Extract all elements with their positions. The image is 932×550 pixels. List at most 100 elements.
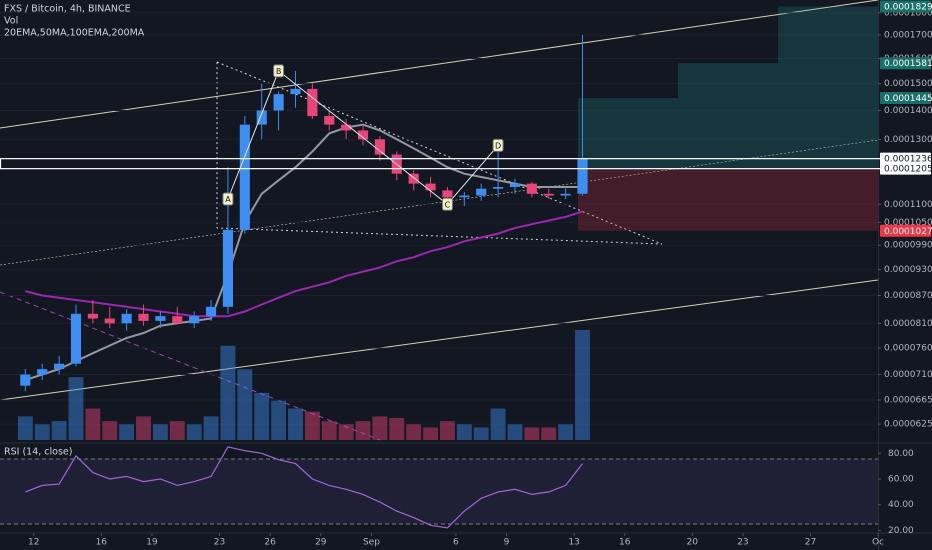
volume-bar	[575, 330, 590, 440]
volume-bar	[68, 377, 84, 440]
rsi-tick-label: 20.00	[888, 526, 914, 536]
pattern-point	[273, 64, 285, 78]
price-tag	[880, 152, 931, 165]
candle-body	[70, 313, 82, 364]
volume-bar	[423, 427, 438, 440]
rsi-tick-label: 80.00	[888, 449, 914, 459]
main-pane: A B C D	[0, 0, 878, 441]
volume-bar	[372, 416, 388, 440]
volume-bar	[389, 418, 405, 440]
price-tag	[880, 57, 931, 70]
price-tag	[880, 0, 931, 13]
x-tick-label: 23	[737, 538, 748, 548]
channel-bottom	[0, 279, 878, 401]
volume-bar	[136, 416, 151, 440]
stop-zone	[578, 168, 878, 231]
price-tag-label: 0.00010275	[884, 227, 932, 237]
candle-body	[273, 94, 284, 111]
candle-body	[54, 363, 65, 370]
triangle	[216, 61, 663, 245]
x-tick-label: 16	[96, 538, 108, 548]
x-tick-label: Oc	[872, 538, 884, 548]
volume-bar	[85, 408, 101, 440]
candle-body	[307, 88, 318, 117]
channel-top	[0, 0, 878, 129]
volume-bar	[102, 421, 118, 440]
volume-bar	[473, 427, 489, 440]
candle-body	[189, 316, 200, 324]
volume-bar	[456, 424, 472, 440]
candle-body	[138, 313, 149, 321]
candle-body	[239, 124, 250, 230]
price-tag-label: 0.00018294	[884, 2, 932, 12]
x-tick-label: 13	[568, 538, 579, 548]
volume-bar	[304, 411, 320, 440]
candle-body	[526, 183, 537, 194]
rsi-line	[25, 446, 583, 529]
candle-body	[374, 139, 385, 155]
candle-body	[560, 193, 571, 196]
volume-bar	[34, 424, 50, 440]
price-tag-label: 0.00012055	[884, 165, 932, 175]
candle-body	[256, 110, 267, 125]
profit-zone	[578, 98, 678, 169]
profit-zone	[778, 6, 878, 169]
candle-body	[205, 306, 217, 317]
candle-body	[222, 229, 234, 307]
volume-label: Vol	[4, 16, 18, 27]
candle-body	[476, 188, 487, 196]
volume-bar	[541, 427, 557, 440]
volume-bar	[507, 424, 523, 440]
price-tag	[880, 224, 931, 237]
x-tick-label: 26	[264, 538, 276, 548]
candle-body	[121, 313, 132, 324]
candle-body	[104, 318, 115, 324]
pattern-label: A	[225, 195, 231, 204]
candle-body	[425, 183, 436, 191]
volume-bar	[406, 424, 422, 440]
indicators: 20EMA,50MA,100EMA,200MA	[4, 28, 145, 39]
candle-body	[459, 195, 470, 198]
rsi-band	[0, 459, 878, 524]
candle-body	[172, 316, 183, 324]
volume-bar	[169, 421, 185, 440]
candle-body	[493, 186, 504, 189]
x-tick-label: Sep	[363, 538, 380, 548]
y-tick-label: 0.00006250	[884, 420, 932, 430]
candle-body	[442, 190, 453, 198]
volume-bar	[203, 416, 219, 440]
volume-bar	[558, 424, 574, 440]
rsi-tick-label: 40.00	[888, 500, 914, 510]
moving-average	[24, 123, 583, 382]
price-tag-label: 0.00012369	[884, 155, 932, 165]
symbol: FXS / Bitcoin, 4h, BINANCE	[4, 4, 131, 15]
moving-average	[25, 210, 583, 318]
volume-bar	[17, 416, 33, 440]
candle-body	[577, 158, 588, 194]
volume-bar	[288, 408, 303, 440]
volume-bar	[220, 345, 236, 440]
x-tick-label: 6	[453, 538, 459, 548]
price-tag	[880, 162, 931, 175]
volume-bar	[440, 421, 455, 440]
volume-bar	[524, 427, 540, 440]
volume-bar	[152, 424, 168, 440]
x-tick-label: 9	[504, 538, 510, 548]
rsi-tick-label: 60.00	[888, 475, 914, 485]
candle-body	[155, 316, 166, 321]
volume-bar	[254, 392, 270, 440]
